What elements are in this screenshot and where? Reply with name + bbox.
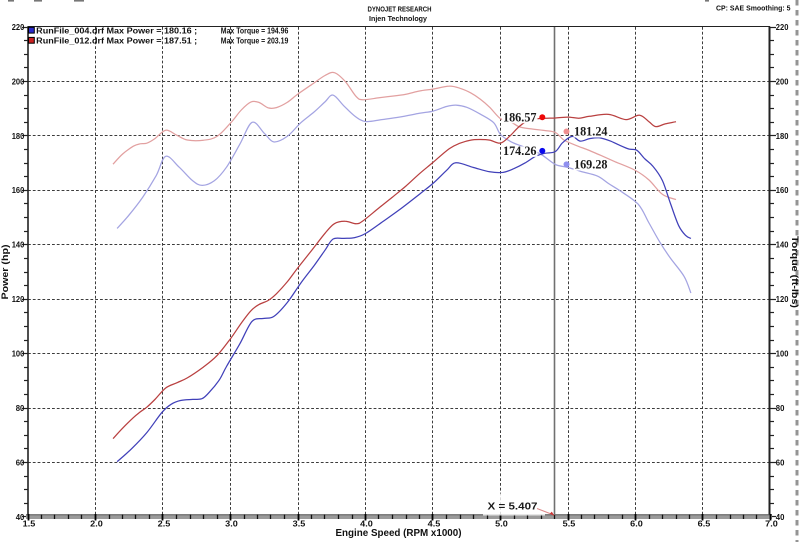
svg-text:80: 80 xyxy=(776,403,785,413)
svg-text:1.5: 1.5 xyxy=(23,519,36,529)
svg-text:4.5: 4.5 xyxy=(428,519,441,529)
svg-text:60: 60 xyxy=(776,458,785,468)
svg-text:160: 160 xyxy=(12,185,25,195)
svg-text:Power (hp): Power (hp) xyxy=(0,245,11,300)
svg-text:220: 220 xyxy=(12,22,25,32)
svg-text:120: 120 xyxy=(776,294,789,304)
svg-text:160: 160 xyxy=(776,185,789,195)
svg-text:DYNOJET RESEARCH: DYNOJET RESEARCH xyxy=(368,4,432,13)
svg-text:180: 180 xyxy=(776,131,789,141)
svg-text:200: 200 xyxy=(776,76,789,86)
svg-text:2.0: 2.0 xyxy=(90,519,103,529)
svg-text:174.26: 174.26 xyxy=(503,144,537,158)
svg-text:169.28: 169.28 xyxy=(574,158,608,172)
svg-text:40: 40 xyxy=(16,512,25,522)
svg-text:2.5: 2.5 xyxy=(158,519,171,529)
svg-text:CP: SAE Smoothing: 5: CP: SAE Smoothing: 5 xyxy=(716,3,791,12)
svg-text:140: 140 xyxy=(776,240,789,250)
svg-text:Injen Technology: Injen Technology xyxy=(369,14,428,23)
svg-text:180: 180 xyxy=(12,131,25,141)
svg-text:X = 5.407: X = 5.407 xyxy=(488,501,538,513)
svg-text:80: 80 xyxy=(16,403,25,413)
svg-text:5.5: 5.5 xyxy=(563,519,576,529)
svg-text:6.0: 6.0 xyxy=(630,519,643,529)
svg-text:40: 40 xyxy=(776,512,785,522)
svg-text:186.57: 186.57 xyxy=(503,110,537,124)
svg-text:Torque (ft-lbs): Torque (ft-lbs) xyxy=(789,236,800,308)
svg-text:140: 140 xyxy=(12,240,25,250)
svg-text:100: 100 xyxy=(776,349,789,359)
svg-text:3.5: 3.5 xyxy=(293,519,306,529)
svg-text:181.24: 181.24 xyxy=(574,125,608,139)
svg-text:120: 120 xyxy=(12,294,25,304)
svg-text:5.0: 5.0 xyxy=(495,519,508,529)
svg-text:Max Torque = 203.19: Max Torque = 203.19 xyxy=(221,36,289,45)
svg-text:100: 100 xyxy=(12,349,25,359)
svg-text:RunFile_012.drf Max Power = 18: RunFile_012.drf Max Power = 187.51 ; xyxy=(36,36,197,45)
svg-text:60: 60 xyxy=(16,458,25,468)
svg-text:Max Torque = 194.96: Max Torque = 194.96 xyxy=(221,26,289,35)
svg-text:220: 220 xyxy=(776,22,789,32)
svg-text:3.0: 3.0 xyxy=(225,519,238,529)
svg-text:Engine Speed (RPM x1000): Engine Speed (RPM x1000) xyxy=(336,527,462,539)
svg-text:7.0: 7.0 xyxy=(765,519,778,529)
svg-text:6.5: 6.5 xyxy=(698,519,711,529)
svg-text:RunFile_004.drf Max Power = 18: RunFile_004.drf Max Power = 180.16 ; xyxy=(36,26,197,35)
svg-text:200: 200 xyxy=(12,76,25,86)
svg-text:4.0: 4.0 xyxy=(360,519,373,529)
